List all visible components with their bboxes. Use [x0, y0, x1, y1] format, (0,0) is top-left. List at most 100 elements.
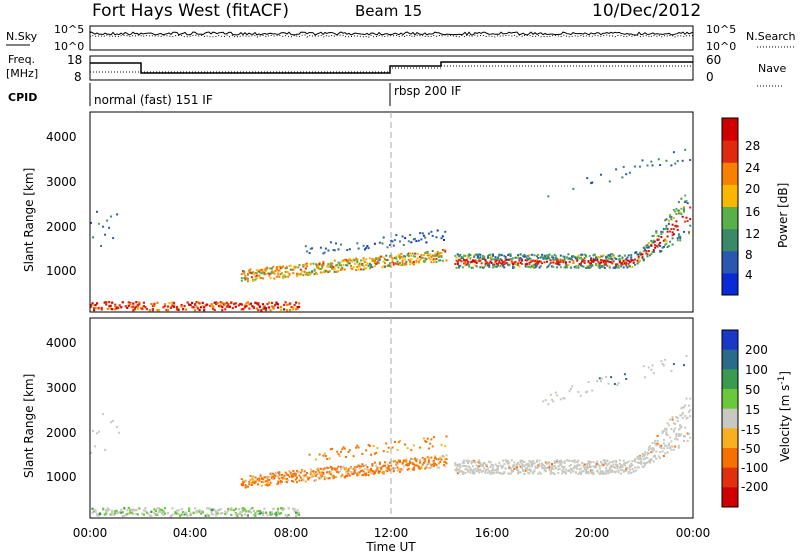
- power-cell: [425, 258, 428, 261]
- velocity-cell: [679, 427, 682, 430]
- velocity-cell: [144, 506, 147, 510]
- power-cell: [487, 264, 489, 267]
- velocity-cell: [263, 476, 266, 479]
- velocity-cell: [578, 468, 581, 471]
- velocity-cell: [607, 471, 610, 474]
- velocity-cell: [189, 513, 192, 516]
- power-cell: [563, 258, 566, 261]
- power-cell: [475, 261, 478, 264]
- power-cell: [611, 258, 614, 261]
- velocity-cell: [406, 447, 409, 450]
- velocity-cell: [573, 466, 576, 469]
- velocity-cell: [592, 465, 595, 468]
- velocity-cell: [561, 472, 564, 475]
- power-cell: [579, 262, 582, 265]
- power-cell: [606, 264, 609, 267]
- power-cell: [326, 270, 329, 273]
- power-cell: [499, 253, 502, 256]
- velocity-cell: [538, 471, 541, 474]
- power-cell: [640, 253, 643, 256]
- power-cell: [650, 160, 653, 163]
- velocity-cell: [424, 460, 427, 463]
- power-cell: [264, 273, 267, 276]
- velocity-cell: [419, 467, 422, 470]
- power-cb-tick-24: 24: [745, 161, 760, 175]
- velocity-cell: [672, 429, 675, 432]
- power-cell: [100, 308, 103, 311]
- velocity-cell: [399, 461, 401, 463]
- power-cell: [513, 261, 516, 264]
- velocity-cell: [341, 473, 344, 476]
- velocity-cell: [574, 471, 577, 474]
- velocity-cell: [461, 461, 464, 464]
- power-cell: [569, 267, 572, 269]
- power-cell: [572, 262, 575, 264]
- velocity-cell: [353, 471, 356, 474]
- power-cell: [365, 267, 368, 270]
- power-cell: [630, 258, 633, 261]
- power-cell: [284, 301, 287, 304]
- power-cell: [326, 265, 329, 268]
- power-cell: [639, 259, 641, 262]
- velocity-cell: [355, 468, 358, 471]
- velocity-cell: [254, 514, 257, 517]
- velocity-cell: [233, 509, 236, 512]
- velocity-cell: [522, 464, 525, 467]
- power-cell: [282, 276, 285, 279]
- power-cell: [549, 261, 552, 264]
- velocity-cell: [613, 466, 616, 469]
- velocity-cell: [559, 398, 562, 401]
- velocity-cell: [669, 436, 672, 439]
- power-cell: [240, 273, 243, 275]
- velocity-cell: [474, 468, 477, 471]
- velocity-cell: [397, 468, 400, 471]
- velocity-cell: [296, 481, 298, 484]
- velocity-cell: [250, 481, 253, 484]
- power-cell: [497, 264, 499, 267]
- power-cell: [96, 302, 99, 305]
- power-cell: [485, 262, 488, 265]
- velocity-cell: [495, 468, 498, 471]
- power-cell: [581, 260, 584, 263]
- velocity-cell: [652, 449, 655, 451]
- power-cell: [669, 240, 672, 243]
- velocity-cell: [677, 446, 680, 449]
- velocity-cell: [587, 460, 590, 463]
- velocity-cell: [669, 447, 672, 449]
- power-cell: [539, 256, 542, 259]
- velocity-cell: [649, 460, 651, 463]
- power-cell: [227, 305, 230, 308]
- power-cell: [284, 275, 287, 278]
- power-cell: [660, 230, 663, 233]
- power-cell: [557, 259, 560, 262]
- velocity-cell: [365, 472, 368, 475]
- power-cell: [293, 304, 296, 307]
- velocity-cell: [655, 442, 658, 445]
- velocity-cell: [331, 467, 334, 470]
- power-cell: [475, 253, 478, 256]
- velocity-cell: [153, 508, 156, 511]
- power-cell: [600, 259, 602, 262]
- power-cell: [536, 264, 538, 267]
- power-cell: [483, 255, 486, 258]
- power-cell: [90, 305, 93, 308]
- power-cell: [392, 262, 395, 265]
- power-cell: [595, 257, 597, 260]
- velocity-cell: [553, 464, 556, 467]
- vel-cb-tick-m50: -50: [741, 442, 761, 456]
- velocity-cell: [175, 509, 179, 512]
- velocity-cell: [253, 480, 256, 483]
- power-cell: [577, 266, 580, 269]
- power-cell: [308, 271, 311, 274]
- velocity-cell: [382, 450, 385, 453]
- power-cell: [270, 305, 274, 308]
- power-cell: [314, 263, 317, 266]
- power-cell: [382, 260, 385, 263]
- power-cell: [646, 255, 649, 258]
- velocity-cell: [684, 435, 687, 438]
- xtick-0400: 04:00: [173, 526, 208, 540]
- velocity-cell: [612, 460, 615, 463]
- power-cell: [507, 258, 510, 261]
- power-cell: [543, 257, 546, 260]
- velocity-cell: [528, 472, 531, 475]
